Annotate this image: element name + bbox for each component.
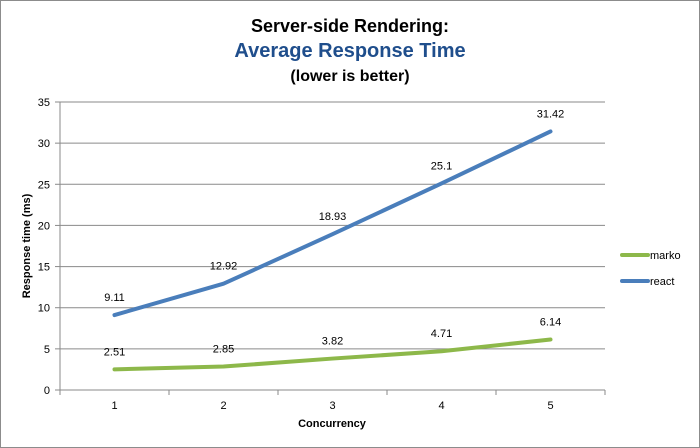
data-label-marko: 2.51 bbox=[104, 346, 125, 358]
y-tick-label: 30 bbox=[38, 138, 50, 150]
data-label-react: 18.93 bbox=[319, 211, 347, 223]
data-label-marko: 6.14 bbox=[540, 316, 561, 328]
x-tick-label: 1 bbox=[111, 400, 117, 412]
data-labels: 2.51 2.85 3.82 4.71 6.14 9.11 12.92 18.93 25.1 31… bbox=[104, 108, 564, 358]
chart-note: (lower is better) bbox=[290, 68, 409, 85]
chart-subtitle: Average Response Time bbox=[234, 40, 465, 62]
data-label-marko: 2.85 bbox=[213, 344, 234, 356]
y-tick-label: 20 bbox=[38, 220, 50, 232]
data-label-marko: 4.71 bbox=[431, 328, 452, 340]
x-tick-label: 2 bbox=[220, 400, 226, 412]
legend-label-marko: marko bbox=[650, 250, 681, 262]
gridlines bbox=[55, 101, 605, 391]
y-tick-label: 35 bbox=[38, 97, 50, 109]
chart-title: Server-side Rendering: bbox=[251, 16, 449, 36]
series-line-react bbox=[112, 129, 553, 318]
y-tick-label: 5 bbox=[44, 344, 50, 356]
data-label-react: 25.1 bbox=[431, 160, 452, 172]
x-axis-label: Concurrency bbox=[298, 418, 367, 430]
series-line-marko bbox=[112, 337, 553, 372]
y-tick-label: 15 bbox=[38, 262, 50, 274]
y-tick-label: 0 bbox=[44, 385, 50, 397]
x-tick-labels: 1 2 3 4 5 bbox=[111, 400, 553, 412]
y-axis-label: Response time (ms) bbox=[21, 193, 33, 298]
y-tick-label: 10 bbox=[38, 303, 50, 315]
x-tick-label: 5 bbox=[547, 400, 553, 412]
data-label-marko: 3.82 bbox=[322, 336, 343, 348]
x-tick-label: 3 bbox=[329, 400, 335, 412]
data-label-react: 31.42 bbox=[537, 108, 565, 120]
legend-label-react: react bbox=[650, 276, 674, 288]
y-tick-labels: 0 5 10 15 20 25 30 35 bbox=[38, 97, 50, 397]
series-lines bbox=[112, 129, 553, 372]
data-label-react: 9.11 bbox=[104, 292, 125, 304]
data-label-react: 12.92 bbox=[210, 261, 238, 273]
x-tick-label: 4 bbox=[438, 400, 444, 412]
legend: marko react bbox=[620, 250, 681, 288]
y-tick-label: 25 bbox=[38, 179, 50, 191]
axes bbox=[59, 102, 606, 395]
